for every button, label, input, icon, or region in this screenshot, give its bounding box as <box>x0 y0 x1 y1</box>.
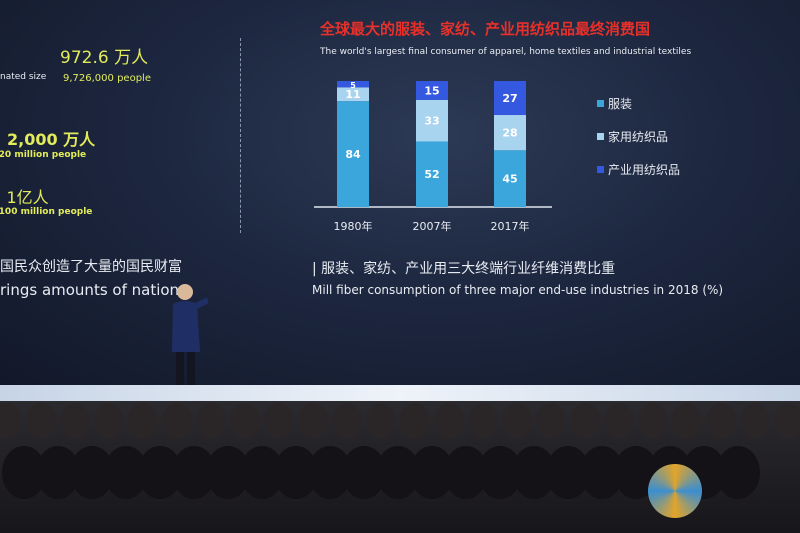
legend-swatch <box>597 133 604 140</box>
tick-label: 1980年 <box>334 219 373 233</box>
slide-subtitle: The world's largest final consumer of ap… <box>320 47 692 57</box>
audience-head <box>196 403 226 439</box>
data-label: 5 <box>350 81 356 90</box>
legend-label: 家用纺织品 <box>608 129 668 144</box>
legend-label: 产业用纺织品 <box>608 163 680 177</box>
stat-1: 972.6 万人 <box>60 48 149 68</box>
legend-swatch <box>597 100 604 107</box>
bar-segment <box>416 81 448 100</box>
bar-segment <box>416 99 448 142</box>
audience-head <box>434 403 464 439</box>
audience-head <box>162 403 192 439</box>
audience-head <box>672 403 702 439</box>
event-logo <box>648 464 702 518</box>
data-label: 45 <box>502 173 517 186</box>
audience-head <box>740 403 770 439</box>
audience-head <box>638 403 668 439</box>
data-label: 27 <box>502 92 517 105</box>
stage-banner <box>0 385 800 401</box>
caption-cn-left: 国民众创造了大量的国民财富 <box>0 259 182 275</box>
audience-head <box>706 403 736 439</box>
audience-head <box>332 403 362 439</box>
bar-segment <box>337 87 369 102</box>
caption-en-right: Mill fiber consumption of three major en… <box>312 283 724 297</box>
audience-head <box>468 403 498 439</box>
stat-3: ≈ 1亿人 <box>0 188 49 207</box>
data-label: 15 <box>424 84 439 97</box>
audience-head <box>570 403 600 439</box>
stat-2: ≈ 2,000 万人 <box>0 130 96 149</box>
legend-swatch <box>597 166 604 173</box>
stat-3-en: ≈ 100 million people <box>0 207 93 217</box>
caption-cn-right: | 服装、家纺、产业用三大终端行业纤维消费比重 <box>312 261 616 277</box>
legend-label: 服装 <box>608 97 632 111</box>
audience-head <box>774 403 800 439</box>
data-label: 52 <box>424 168 439 181</box>
audience-head <box>60 403 90 439</box>
data-label: 11 <box>345 88 360 101</box>
speaker-figure <box>172 284 208 398</box>
slide-title: 全球最大的服装、家纺、产业用纺织品最终消费国 <box>320 20 651 38</box>
stacked-bar-chart: 84 115 1980年 52 33 15 2007年 45 28 27 2017年 服装家用纺织品产… <box>314 81 680 233</box>
audience-head <box>230 403 260 439</box>
bar-segment <box>416 141 448 207</box>
data-label: 33 <box>424 115 439 128</box>
audience-head <box>128 403 158 439</box>
audience-head <box>400 403 430 439</box>
stat-2-en: ≈ 20 million people <box>0 150 87 160</box>
audience-head <box>502 403 532 439</box>
data-label: 28 <box>502 127 517 140</box>
bar-segment <box>494 81 526 116</box>
bar-segment <box>337 101 369 207</box>
caption-en-left: rings amounts of nation <box>0 281 180 299</box>
audience-head <box>604 403 634 439</box>
audience-head <box>536 403 566 439</box>
size-label: nated size <box>0 72 47 82</box>
bar-segment <box>494 150 526 207</box>
audience-head <box>716 446 760 499</box>
audience-head <box>366 403 396 439</box>
audience-head <box>264 403 294 439</box>
audience-head <box>0 403 22 439</box>
bar-segment <box>337 81 369 88</box>
audience-head <box>26 403 56 439</box>
divider <box>240 38 241 233</box>
audience-head <box>298 403 328 439</box>
audience-head <box>94 403 124 439</box>
stat-1-en: 9,726,000 people <box>63 73 151 84</box>
data-label: 84 <box>345 148 361 161</box>
tick-label: 2017年 <box>491 219 530 233</box>
presentation-screen: nated size 972.6 万人 9,726,000 people ≈ 2… <box>0 0 800 385</box>
bar-segment <box>494 115 526 151</box>
tick-label: 2007年 <box>413 219 452 233</box>
